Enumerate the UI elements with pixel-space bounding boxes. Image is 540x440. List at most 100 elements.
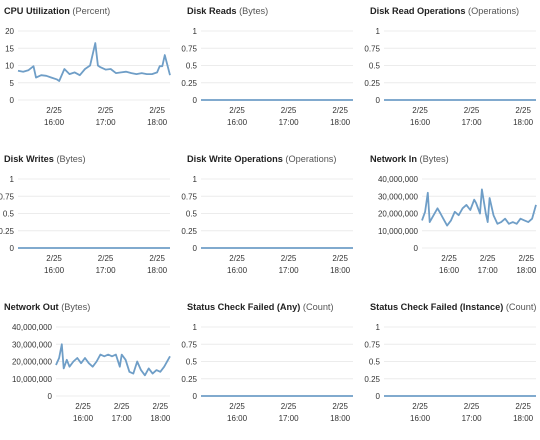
panel-unit-label: (Count) (302, 302, 334, 312)
x-tick-time-label: 16:00 (227, 118, 248, 127)
panel-unit-label: (Bytes) (419, 154, 449, 164)
disk-writes-panel[interactable]: Disk Writes (Bytes) 1 0.75 0.5 0.25 0 2/25 16:0… (0, 148, 178, 292)
x-tick-date-label: 2/25 (515, 106, 531, 115)
x-tick-date-label: 2/25 (98, 254, 114, 263)
disk-write-operations-chart: 1 0.75 0.5 0.25 0 2/25 16:00 2/25 17:00 2/25 18:00 (181, 175, 353, 275)
network-in-panel[interactable]: Network In (Bytes) 40,000,000 30,000,000 20… (366, 148, 540, 292)
x-tick-date-label: 2/25 (153, 402, 169, 411)
y-tick-label: 0 (376, 392, 381, 401)
disk-read-operations-title: Disk Read Operations (Operations) (370, 6, 519, 16)
panel-title-label: Status Check Failed (Any) (187, 302, 301, 312)
x-tick-time-label: 16:00 (410, 414, 431, 423)
y-tick-label: 0.5 (369, 62, 381, 71)
y-tick-label: 0 (193, 392, 198, 401)
panel-title-label: Network Out (4, 302, 59, 312)
x-tick-time-label: 18:00 (516, 266, 537, 275)
y-tick-label: 0.25 (0, 227, 15, 236)
y-tick-label: 10,000,000 (378, 227, 419, 236)
y-tick-label: 30,000,000 (378, 192, 419, 201)
x-tick-date-label: 2/25 (75, 402, 91, 411)
cpu-utilization-panel[interactable]: CPU Utilization (Percent) 20 15 10 5 0 2/25 16:… (0, 0, 178, 144)
disk-writes-chart: 1 0.75 0.5 0.25 0 2/25 16:00 2/25 17:00 2/25 18:00 (0, 175, 170, 275)
network-out-panel[interactable]: Network Out (Bytes) 40,000,000 30,000,000 2… (0, 296, 178, 440)
x-tick-time-label: 18:00 (330, 266, 351, 275)
x-tick-time-label: 18:00 (150, 414, 171, 423)
x-tick-time-label: 17:00 (478, 266, 499, 275)
panel-title-label: Disk Write Operations (187, 154, 283, 164)
y-tick-label: 0.75 (181, 192, 197, 201)
y-tick-label: 0 (48, 392, 53, 401)
x-tick-time-label: 18:00 (330, 414, 351, 423)
y-tick-label: 0.75 (0, 192, 15, 201)
x-tick-time-label: 16:00 (73, 414, 94, 423)
status-check-failed-any-panel[interactable]: Status Check Failed (Any) (Count) 1 0.75 0.… (181, 296, 361, 440)
y-tick-label: 0 (10, 96, 15, 105)
cpu-utilization-chart: 20 15 10 5 0 2/25 16:00 2/25 17:00 2/25 18:00 (5, 27, 171, 127)
x-tick-time-label: 17:00 (462, 118, 483, 127)
y-tick-label: 0.5 (186, 62, 198, 71)
y-tick-label: 20 (5, 27, 14, 36)
x-tick-date-label: 2/25 (332, 254, 348, 263)
y-tick-label: 0 (10, 244, 15, 253)
panel-unit-label: (Bytes) (61, 302, 91, 312)
status-check-failed-any-chart: 1 0.75 0.5 0.25 0 2/25 16:00 2/25 17:00 2/25 18:00 (181, 323, 353, 423)
series-line[interactable] (421, 188, 537, 227)
y-tick-label: 0 (193, 244, 198, 253)
x-tick-time-label: 16:00 (44, 118, 65, 127)
x-tick-date-label: 2/25 (480, 254, 496, 263)
panel-title-label: Status Check Failed (Instance) (370, 302, 504, 312)
disk-read-operations-panel[interactable]: Disk Read Operations (Operations) 1 0.75 0.… (364, 0, 540, 144)
x-tick-date-label: 2/25 (46, 254, 62, 263)
y-tick-label: 0 (414, 244, 419, 253)
x-tick-date-label: 2/25 (229, 402, 245, 411)
panel-unit-label: (Bytes) (239, 6, 269, 16)
series-line[interactable] (17, 42, 171, 82)
x-tick-date-label: 2/25 (464, 402, 480, 411)
series-line[interactable] (55, 343, 171, 377)
y-tick-label: 0.5 (186, 358, 198, 367)
panel-unit-label: (Count) (505, 302, 537, 312)
y-tick-label: 1 (376, 323, 381, 332)
y-tick-label: 10 (5, 62, 14, 71)
x-tick-date-label: 2/25 (149, 254, 165, 263)
x-tick-date-label: 2/25 (46, 106, 62, 115)
y-tick-label: 0.25 (181, 375, 197, 384)
x-tick-time-label: 18:00 (147, 118, 168, 127)
y-tick-label: 0.75 (181, 44, 197, 53)
panel-title-label: CPU Utilization (4, 6, 70, 16)
x-tick-date-label: 2/25 (332, 402, 348, 411)
x-tick-time-label: 18:00 (330, 118, 351, 127)
y-tick-label: 0.5 (369, 358, 381, 367)
x-tick-date-label: 2/25 (281, 254, 297, 263)
y-tick-label: 1 (376, 27, 381, 36)
status-check-failed-instance-panel[interactable]: Status Check Failed (Instance) (Count) 1 0… (364, 296, 540, 440)
x-tick-time-label: 17:00 (112, 414, 133, 423)
x-tick-time-label: 16:00 (410, 118, 431, 127)
network-out-chart: 40,000,000 30,000,000 20,000,000 10,000,000… (12, 323, 171, 423)
cpu-utilization-title: CPU Utilization (Percent) (4, 6, 110, 16)
x-tick-date-label: 2/25 (98, 106, 114, 115)
status-check-failed-instance-title: Status Check Failed (Instance) (Count) (370, 302, 536, 312)
x-tick-time-label: 17:00 (96, 118, 117, 127)
x-tick-date-label: 2/25 (441, 254, 457, 263)
panel-unit-label: (Percent) (72, 6, 111, 16)
x-tick-date-label: 2/25 (149, 106, 165, 115)
panel-title-label: Network In (370, 154, 417, 164)
x-tick-time-label: 17:00 (279, 118, 300, 127)
y-tick-label: 10,000,000 (12, 375, 53, 384)
disk-reads-title: Disk Reads (Bytes) (187, 6, 268, 16)
disk-read-operations-chart: 1 0.75 0.5 0.25 0 2/25 16:00 2/25 17:00 2/25 18:00 (364, 27, 536, 127)
network-out-title: Network Out (Bytes) (4, 302, 90, 312)
y-tick-label: 1 (193, 323, 198, 332)
disk-write-operations-panel[interactable]: Disk Write Operations (Operations) 1 0.75 0… (181, 148, 361, 292)
panel-unit-label: (Operations) (285, 154, 337, 164)
y-tick-label: 1 (193, 175, 198, 184)
x-tick-date-label: 2/25 (412, 402, 428, 411)
status-check-failed-instance-chart: 1 0.75 0.5 0.25 0 2/25 16:00 2/25 17:00 2/25 18:00 (364, 323, 536, 423)
y-tick-label: 0.25 (364, 375, 380, 384)
y-tick-label: 1 (10, 175, 15, 184)
disk-reads-panel[interactable]: Disk Reads (Bytes) 1 0.75 0.5 0.25 0 2/25 16:00… (181, 0, 361, 144)
y-tick-label: 30,000,000 (12, 340, 53, 349)
panel-unit-label: (Bytes) (56, 154, 86, 164)
x-tick-time-label: 17:00 (96, 266, 117, 275)
